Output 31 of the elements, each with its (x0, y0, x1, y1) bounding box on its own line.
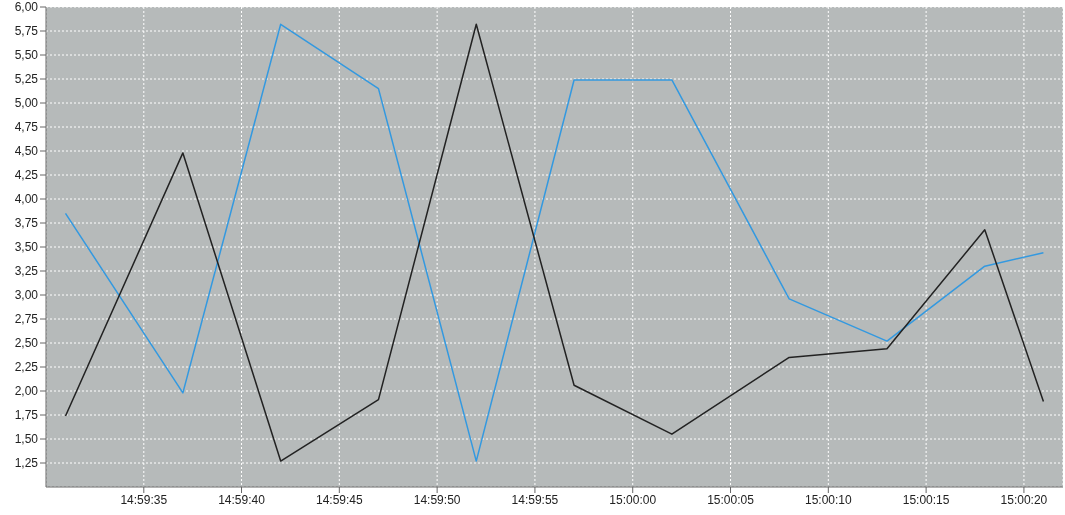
x-tick-label: 15:00:05 (707, 492, 755, 507)
x-tick-label: 14:59:35 (120, 492, 168, 507)
x-tick-label: 14:59:40 (218, 492, 266, 507)
x-tick-label: 15:00:15 (902, 492, 950, 507)
x-tick-label: 15:00:10 (804, 492, 852, 507)
y-tick-label: 3,50 (14, 240, 39, 255)
y-tick-label: 5,75 (14, 24, 39, 39)
x-tick-label: 15:00:00 (609, 492, 657, 507)
y-tick-label: 1,25 (14, 456, 39, 471)
line-series (64, 23, 1045, 462)
y-tick-label: 6,00 (14, 0, 39, 15)
y-tick-label: 4,75 (14, 120, 39, 135)
y-tick-label: 2,00 (14, 384, 39, 399)
x-tick-label: 14:59:50 (413, 492, 461, 507)
y-tick-label: 3,75 (14, 216, 39, 231)
y-tick-label: 2,50 (14, 336, 39, 351)
y-tick-label: 1,50 (14, 432, 39, 447)
x-tick-label: 15:00:20 (1000, 492, 1048, 507)
y-tick-label: 3,25 (14, 264, 39, 279)
y-tick-label: 5,25 (14, 72, 39, 87)
x-tick-label: 14:59:55 (511, 492, 559, 507)
y-tick-label: 5,00 (14, 96, 39, 111)
y-tick-label: 5,50 (14, 48, 39, 63)
x-tick-label: 14:59:45 (315, 492, 364, 507)
y-tick-label: 2,25 (14, 360, 39, 375)
y-tick-label: 4,50 (14, 144, 39, 159)
y-tick-label: 1,75 (14, 408, 39, 423)
y-tick-label: 4,25 (14, 168, 39, 183)
y-tick-label: 2,75 (14, 312, 39, 327)
y-tick-label: 4,00 (14, 192, 39, 207)
y-tick-label: 3,00 (14, 288, 39, 303)
